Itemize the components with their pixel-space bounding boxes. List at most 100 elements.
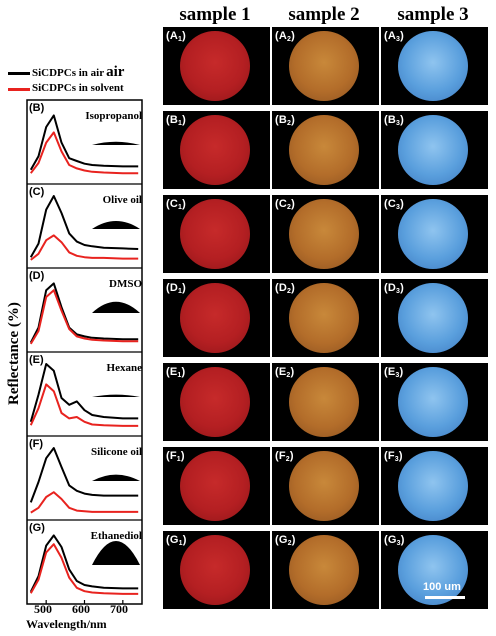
panel-letter: (D)	[29, 270, 45, 282]
micrograph-f3: (F3)	[381, 447, 488, 525]
droplet-silhouette	[92, 221, 140, 229]
micrograph-label: (G1)	[166, 534, 187, 547]
droplet-silhouette	[92, 394, 140, 397]
micrograph-label: (G2)	[275, 534, 296, 547]
micrograph-label: (E2)	[275, 366, 295, 379]
sample-image	[180, 31, 250, 101]
x-axis-label: Wavelength/nm	[26, 617, 107, 631]
legend-label-solvent: SiCDPCs in solvent	[32, 82, 124, 94]
micrograph-e1: (E1)	[163, 363, 270, 441]
droplet-silhouette	[92, 301, 140, 313]
micrograph-d2: (D2)	[272, 279, 379, 357]
series-line-solvent-e	[29, 383, 139, 427]
scale-bar	[425, 596, 465, 599]
micrograph-label: (C2)	[275, 198, 295, 211]
panel-letter: (G)	[29, 522, 45, 534]
sample-image	[398, 283, 468, 353]
series-line-air-e	[29, 363, 139, 423]
micrograph-label: (F1)	[166, 450, 185, 463]
x-tick-500: 500	[34, 602, 52, 616]
series-line-air-d	[29, 282, 139, 344]
micrograph-e2: (E2)	[272, 363, 379, 441]
solvent-label: Isopropanol	[85, 110, 142, 122]
micrograph-label: (C1)	[166, 198, 186, 211]
reflectance-spectra	[26, 99, 143, 605]
series-line-air-c	[29, 195, 139, 258]
droplet-silhouette	[92, 141, 140, 145]
sample-image	[289, 115, 359, 185]
micrograph-label: (F3)	[384, 450, 403, 463]
legend-swatch-air	[8, 72, 30, 75]
series-line-solvent-c	[30, 234, 139, 261]
sample-image	[289, 451, 359, 521]
x-tick-600: 600	[72, 602, 90, 616]
sample-image	[398, 451, 468, 521]
sample-image	[180, 199, 250, 269]
sample-image	[398, 367, 468, 437]
micrograph-b2: (B2)	[272, 111, 379, 189]
series-line-air-g	[29, 534, 139, 593]
legend-label-air: SiCDPCs in air air	[32, 64, 125, 80]
micrograph-g2: (G2)	[272, 531, 379, 609]
micrograph-a1: (A1)	[163, 27, 270, 105]
solvent-label: Hexane	[106, 362, 142, 374]
micrograph-label: (B1)	[166, 114, 186, 127]
sample-image	[289, 367, 359, 437]
sample-image	[398, 31, 468, 101]
panel-letter: (F)	[29, 438, 44, 450]
column-title-sample-2: sample 2	[288, 4, 360, 25]
micrograph-g3: (G3) 100 um	[381, 531, 488, 609]
sample-image	[180, 367, 250, 437]
solvent-label: Ethanediol	[90, 530, 142, 542]
solvent-label: Olive oil	[102, 194, 142, 206]
micrograph-c1: (C1)	[163, 195, 270, 273]
sample-image	[180, 115, 250, 185]
sample-image	[289, 199, 359, 269]
micrograph-f1: (F1)	[163, 447, 270, 525]
micrograph-b1: (B1)	[163, 111, 270, 189]
column-title-sample-1: sample 1	[179, 4, 251, 25]
sample-image	[180, 451, 250, 521]
sample-image	[398, 115, 468, 185]
micrograph-b3: (B3)	[381, 111, 488, 189]
droplet-silhouette	[92, 474, 140, 481]
legend-swatch-solvent	[8, 88, 30, 91]
panel-letter: (C)	[29, 186, 45, 198]
sample-image	[180, 535, 250, 605]
x-tick-700: 700	[110, 602, 128, 616]
micrograph-label: (G3)	[384, 534, 405, 547]
droplet-silhouette	[92, 541, 140, 565]
micrograph-label: (D3)	[384, 282, 404, 295]
series-line-air-f	[29, 447, 139, 503]
sample-image	[180, 283, 250, 353]
micrograph-label: (B3)	[384, 114, 404, 127]
micrograph-c3: (C3)	[381, 195, 488, 273]
series-line-solvent-d	[29, 289, 139, 345]
micrograph-label: (A1)	[166, 30, 186, 43]
micrograph-label: (E3)	[384, 366, 404, 379]
micrograph-label: (A3)	[384, 30, 404, 43]
solvent-label: DMSO	[109, 278, 142, 290]
micrograph-a2: (A2)	[272, 27, 379, 105]
micrograph-d1: (D1)	[163, 279, 270, 357]
micrograph-e3: (E3)	[381, 363, 488, 441]
sample-image	[398, 199, 468, 269]
micrograph-g1: (G1)	[163, 531, 270, 609]
series-line-air-b	[29, 114, 139, 171]
sample-image	[289, 31, 359, 101]
micrograph-d3: (D3)	[381, 279, 488, 357]
series-line-solvent-f	[30, 491, 139, 514]
micrograph-c2: (C2)	[272, 195, 379, 273]
solvent-label: Silicone oil	[90, 446, 142, 458]
micrograph-label: (D2)	[275, 282, 295, 295]
sample-image	[289, 283, 359, 353]
micrograph-label: (B2)	[275, 114, 295, 127]
column-title-sample-3: sample 3	[397, 4, 469, 25]
panel-letter: (B)	[29, 102, 45, 114]
scale-bar-label: 100 um	[423, 581, 461, 593]
sample-image	[398, 535, 468, 605]
micrograph-label: (D1)	[166, 282, 186, 295]
sample-image	[289, 535, 359, 605]
micrograph-a3: (A3)	[381, 27, 488, 105]
micrograph-f2: (F2)	[272, 447, 379, 525]
